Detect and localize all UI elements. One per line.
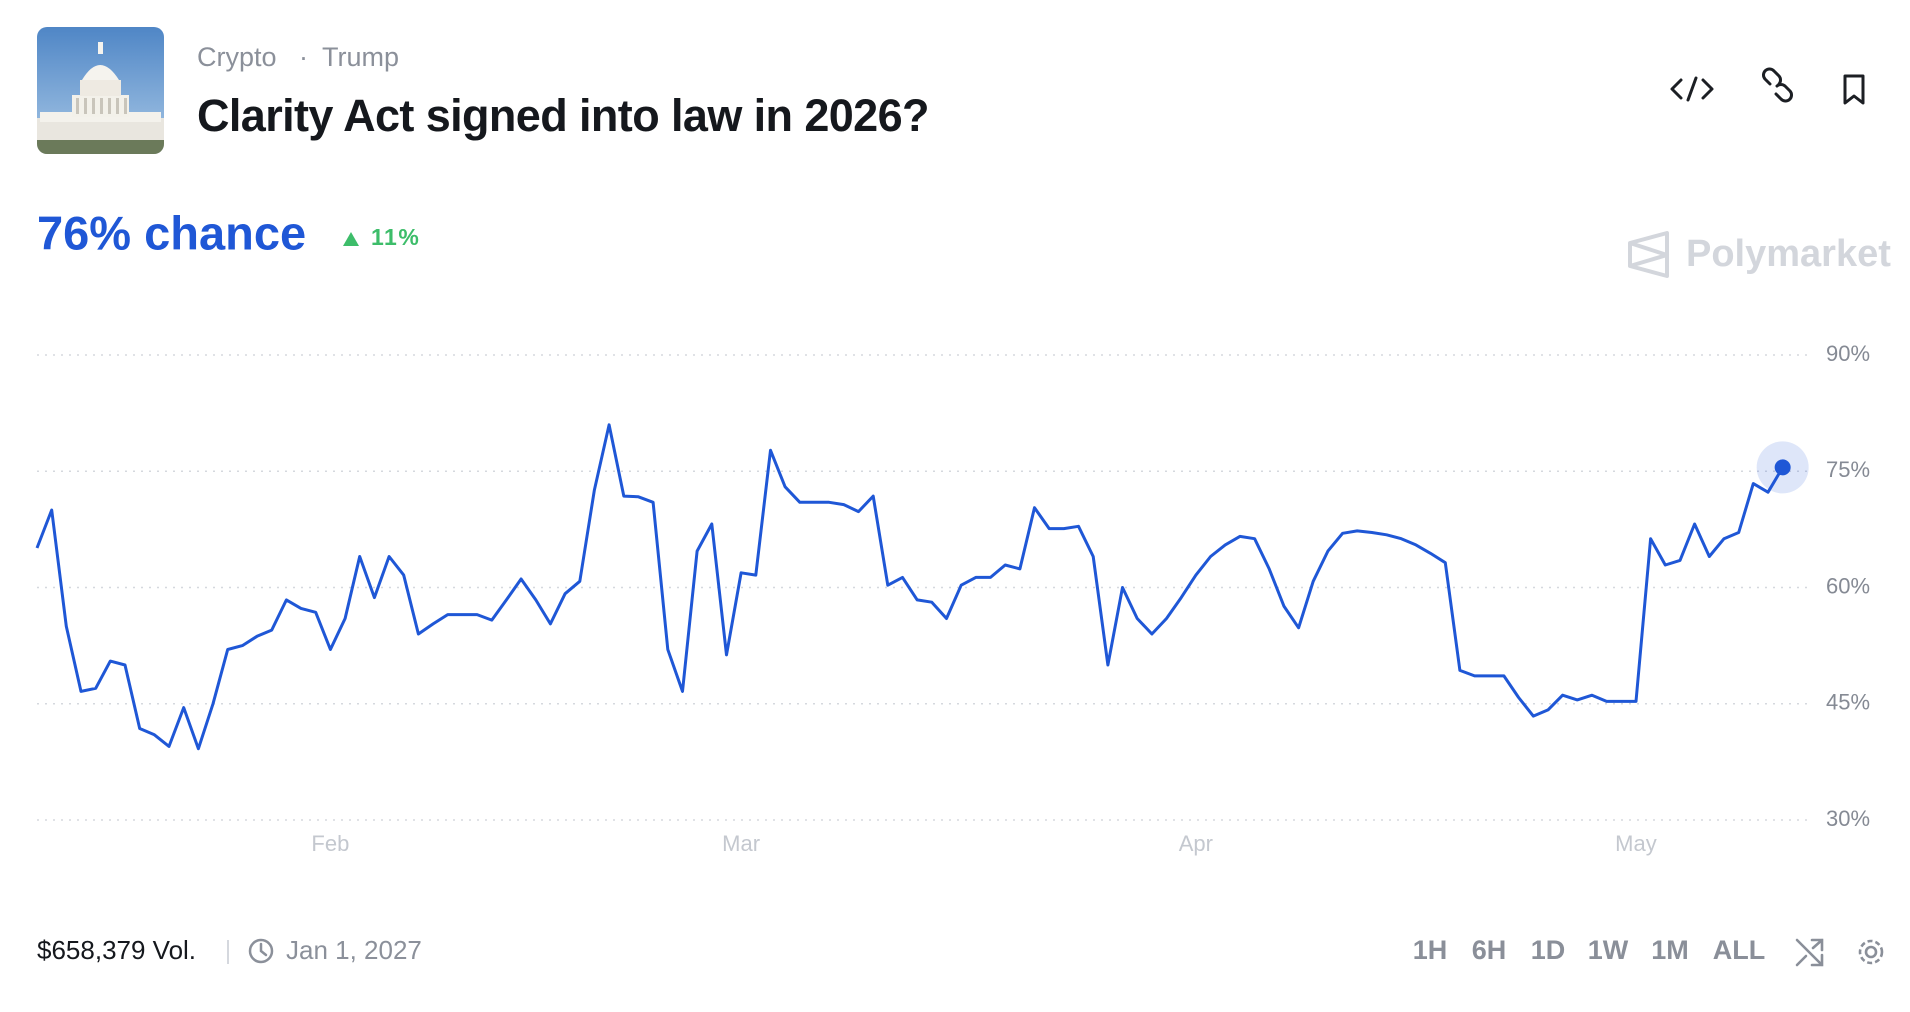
tag-separator: · [299,42,308,72]
change-value: 11% [371,224,420,250]
x-tick-label: Apr [1179,831,1213,856]
change-arrow [343,232,359,246]
volume: $658,379 Vol. [37,935,196,965]
market-thumbnail [37,27,164,154]
range-selector: 1H 6H 1D 1W 1M ALL [1413,935,1766,965]
range-option[interactable]: ALL [1713,935,1765,965]
y-tick-label: 90% [1826,341,1870,366]
endpoint-dot [1774,459,1791,476]
settings-button[interactable] [1858,939,1884,965]
range-option[interactable]: 1D [1531,935,1566,965]
copy-link-button[interactable] [1762,67,1793,103]
brand-logo [1628,231,1669,278]
chance-value: 76% chance [37,206,306,259]
x-tick-label: May [1615,831,1657,856]
x-tick-label: Feb [311,831,349,856]
tag[interactable]: Trump [322,42,399,72]
range-option[interactable]: 1H [1413,935,1448,965]
clock-icon [248,938,274,964]
end-date: Jan 1, 2027 [286,935,422,965]
market-title: Clarity Act signed into law in 2026? [197,90,929,141]
range-option[interactable]: 1W [1588,935,1629,965]
embed-button[interactable] [1670,76,1714,102]
range-option[interactable]: 6H [1472,935,1507,965]
y-tick-label: 30% [1826,806,1870,831]
price-line [35,423,1784,751]
chart: 90% 75% 60% 45% 30% Feb Mar Apr May [35,341,1870,856]
x-tick-label: Mar [722,831,760,856]
y-tick-label: 45% [1826,690,1870,715]
bookmark-button[interactable] [1843,74,1865,105]
y-tick-label: 75% [1826,457,1870,482]
tag[interactable]: Crypto [197,42,277,72]
range-option[interactable]: 1M [1651,935,1689,965]
brand-name: Polymarket [1686,233,1891,275]
shuffle-button[interactable] [1795,938,1824,967]
y-tick-label: 60% [1826,573,1870,598]
